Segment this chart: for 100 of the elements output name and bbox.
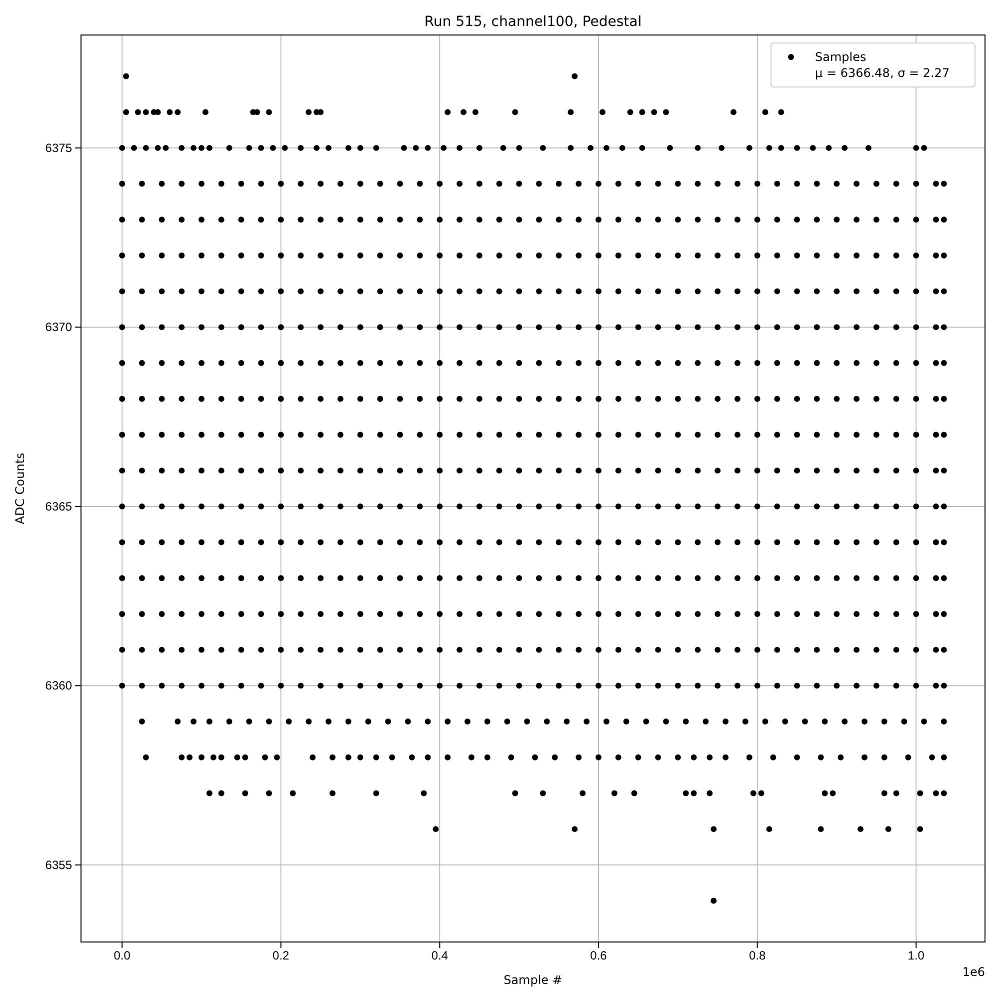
point [310, 754, 316, 760]
point [178, 468, 185, 474]
point [258, 610, 264, 617]
point [854, 539, 860, 546]
point [694, 216, 701, 223]
point [690, 790, 697, 796]
point [734, 682, 740, 689]
point [416, 539, 423, 546]
point [635, 252, 642, 258]
point [119, 396, 126, 402]
point [456, 468, 463, 474]
point [178, 252, 185, 258]
point [266, 718, 272, 725]
point [655, 324, 662, 330]
point [834, 216, 840, 223]
point [873, 503, 880, 510]
point [326, 718, 332, 725]
chart-title: Run 515, channel100, Pedestal [424, 14, 642, 30]
point [198, 539, 204, 546]
point [337, 180, 344, 187]
point [556, 432, 562, 438]
point [932, 790, 939, 796]
point [674, 682, 681, 689]
point [186, 754, 193, 760]
point [635, 539, 642, 546]
point [456, 682, 463, 689]
point [822, 790, 828, 796]
point [834, 682, 840, 689]
point [162, 144, 169, 151]
point [940, 646, 947, 653]
point [596, 360, 602, 366]
point [754, 180, 760, 187]
point [318, 252, 324, 258]
point [456, 144, 463, 151]
point [913, 646, 920, 653]
point [746, 144, 752, 151]
point [834, 324, 840, 330]
point [377, 503, 384, 510]
point [714, 539, 721, 546]
point [596, 754, 602, 760]
point [814, 468, 820, 474]
point [198, 468, 204, 474]
point [655, 288, 662, 294]
point [436, 324, 443, 330]
point [119, 503, 126, 510]
point [345, 144, 352, 151]
point [246, 718, 252, 725]
point [913, 682, 920, 689]
point [932, 539, 939, 546]
point [432, 826, 439, 832]
point [516, 503, 522, 510]
point [854, 682, 860, 689]
point [674, 754, 681, 760]
point [242, 754, 248, 760]
point [238, 324, 244, 330]
point [714, 396, 721, 402]
point [460, 109, 467, 116]
point [750, 790, 756, 796]
point [710, 826, 717, 832]
point [576, 754, 582, 760]
point [298, 646, 304, 653]
point [913, 503, 920, 510]
point [318, 610, 324, 617]
point [119, 646, 126, 653]
point [158, 575, 165, 582]
point [496, 539, 502, 546]
point [298, 252, 304, 258]
point [218, 396, 224, 402]
point [138, 396, 145, 402]
point [178, 610, 185, 617]
point [584, 718, 590, 725]
point [572, 73, 578, 80]
point [694, 503, 701, 510]
point [694, 646, 701, 653]
point [516, 468, 522, 474]
point [694, 575, 701, 582]
point [397, 216, 403, 223]
point [476, 539, 482, 546]
point [298, 324, 304, 330]
point [556, 682, 562, 689]
point [734, 252, 740, 258]
point [834, 432, 840, 438]
point [536, 503, 542, 510]
point [873, 288, 880, 294]
point [596, 575, 602, 582]
point [337, 396, 344, 402]
point [714, 252, 721, 258]
point [762, 718, 768, 725]
point [318, 503, 324, 510]
point [298, 180, 304, 187]
point [138, 682, 145, 689]
point [258, 468, 264, 474]
point [206, 718, 212, 725]
point [766, 826, 772, 832]
y-tick-label: 6370 [45, 320, 72, 334]
point [940, 288, 947, 294]
point [615, 396, 622, 402]
point [357, 252, 364, 258]
point [178, 682, 185, 689]
point [138, 180, 145, 187]
